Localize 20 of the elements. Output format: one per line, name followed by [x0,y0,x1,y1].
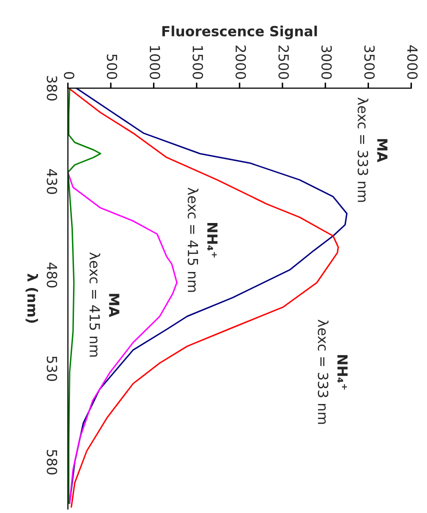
annotation: MA λexc = 415 nm [90,252,120,357]
y-tick-label: 480 [46,262,58,288]
x-tick-label: 3500 [364,46,375,79]
x-tick-label: 2500 [278,46,289,79]
x-tick-label: 4000 [407,45,418,79]
annotation: NH₄⁺ λexc = 415 nm [188,188,218,292]
y-tick-label: 430 [46,169,58,194]
x-tick-label: 2000 [236,46,246,79]
x-tick-label: 0 [64,72,74,79]
annotation: MA λexc = 333 nm [358,98,388,202]
x-tick-label: 1500 [192,46,204,79]
x-tick-label: 500 [106,54,118,79]
y-axis-title: λ (nm) [26,274,38,323]
x-tick-label: 3000 [321,46,332,79]
annotation: NH₄⁺ λexc = 333 nm [318,320,348,424]
y-tick-label: 530 [46,356,58,382]
y-tick-label: 380 [46,76,58,101]
x-axis-title: Fluorescence Signal [162,26,317,40]
x-tick-label: 1000 [150,46,160,79]
y-tick-label: 580 [46,450,58,474]
